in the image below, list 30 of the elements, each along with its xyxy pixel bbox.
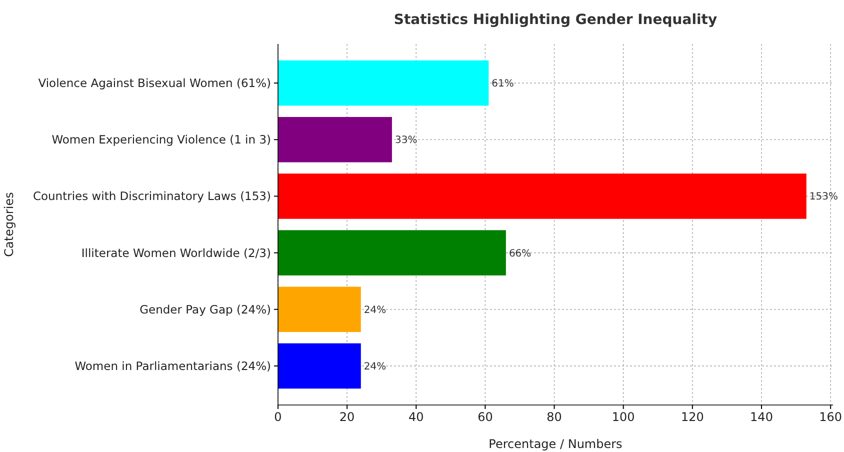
bar bbox=[278, 174, 806, 219]
data-label: 61% bbox=[492, 78, 514, 90]
y-axis-title: Categories bbox=[2, 192, 16, 257]
x-tick-label: 100 bbox=[612, 410, 635, 424]
x-tick-label: 80 bbox=[546, 410, 562, 424]
x-tick-label: 60 bbox=[478, 410, 493, 424]
data-label: 66% bbox=[508, 248, 532, 260]
bar bbox=[278, 60, 489, 106]
y-tick-label: Gender Pay Gap (24%) bbox=[140, 302, 271, 316]
x-tick-label: 20 bbox=[339, 410, 355, 424]
x-tick-label: 0 bbox=[274, 410, 282, 424]
y-tick-label: Illiterate Women Worldwide (2/3) bbox=[81, 246, 271, 260]
y-tick-label: Violence Against Bisexual Women (61%) bbox=[38, 76, 271, 90]
data-label: 24% bbox=[364, 304, 386, 316]
x-tick-label: 120 bbox=[680, 410, 704, 424]
bar bbox=[278, 343, 361, 389]
bar bbox=[278, 116, 392, 162]
x-tick-label: 40 bbox=[408, 410, 424, 424]
chart-title: Statistics Highlighting Gender Inequality bbox=[394, 12, 718, 28]
x-tick-label: 140 bbox=[750, 410, 773, 424]
x-tick-label: 160 bbox=[819, 410, 842, 424]
y-tick-label: Women in Parliamentarians (24%) bbox=[74, 358, 271, 373]
x-axis-title: Percentage / Numbers bbox=[488, 437, 622, 451]
y-tick-label: Women Experiencing Violence (1 in 3) bbox=[52, 132, 271, 147]
bar bbox=[278, 286, 361, 332]
data-label: 24% bbox=[364, 361, 386, 372]
bar bbox=[278, 230, 506, 276]
y-tick-label: Countries with Discriminatory Laws (153) bbox=[32, 189, 271, 204]
data-label: 153% bbox=[809, 192, 838, 203]
data-label: 33% bbox=[394, 135, 418, 146]
